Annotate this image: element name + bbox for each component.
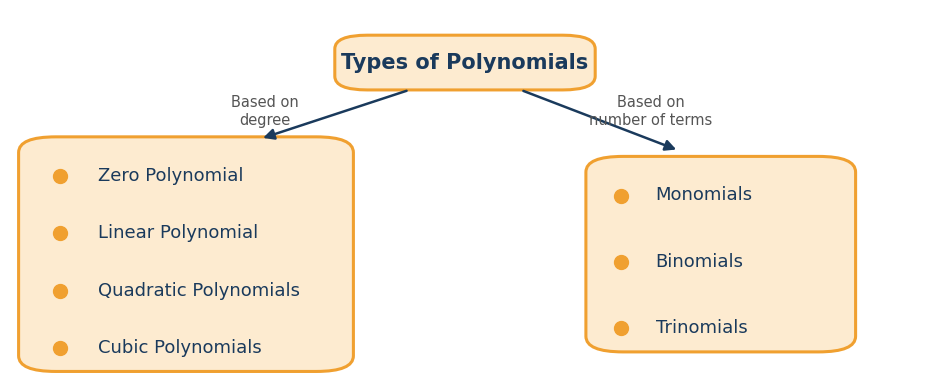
Text: Binomials: Binomials [656,253,744,271]
FancyBboxPatch shape [19,137,353,371]
Text: Trinomials: Trinomials [656,319,748,337]
Text: Monomials: Monomials [656,187,752,204]
Text: Types of Polynomials: Types of Polynomials [341,52,589,73]
Text: Quadratic Polynomials: Quadratic Polynomials [98,282,299,300]
Text: Cubic Polynomials: Cubic Polynomials [98,339,261,357]
Text: Zero Polynomial: Zero Polynomial [98,167,243,185]
FancyBboxPatch shape [586,156,856,352]
Text: Linear Polynomial: Linear Polynomial [98,224,258,242]
Text: Based on
number of terms: Based on number of terms [590,95,712,127]
Text: Based on
degree: Based on degree [232,95,299,127]
FancyBboxPatch shape [335,35,595,90]
